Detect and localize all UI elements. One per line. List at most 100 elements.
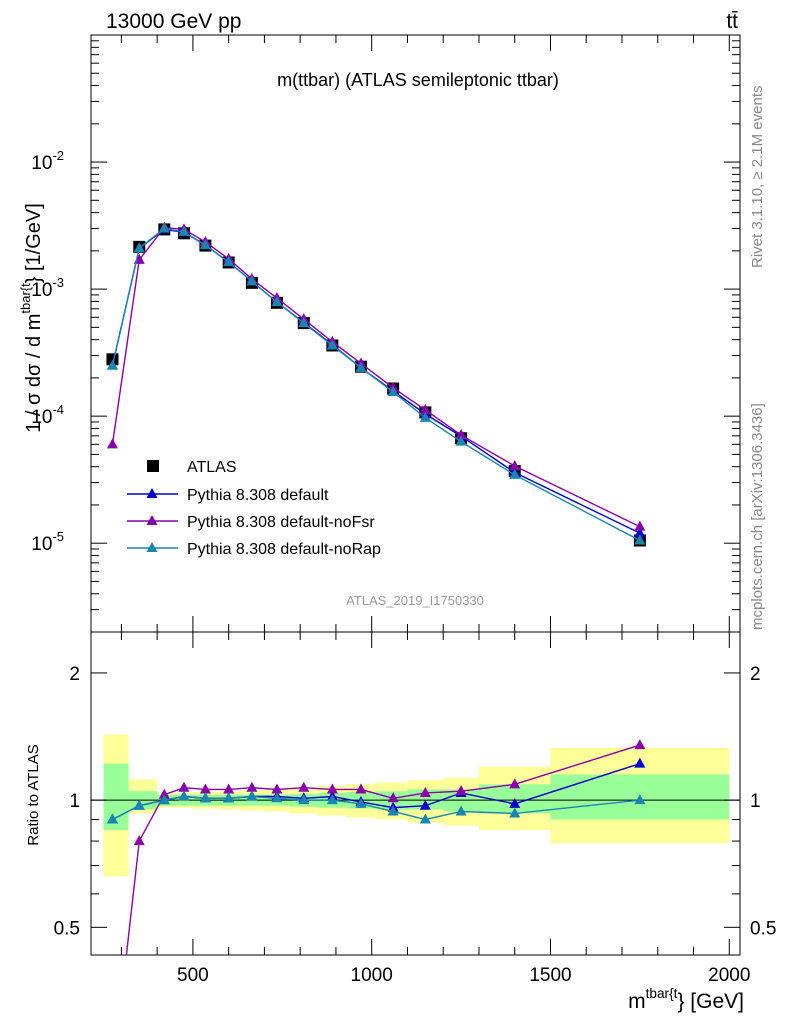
ratio-point-pythia-8-308-default-norap <box>223 792 235 803</box>
x-axis-label: mtbar{t} [GeV] <box>628 986 744 1013</box>
rivet-label: Rivet 3.1.10, ≥ 2.1M events <box>749 86 766 269</box>
series-line-pythia-8-308-default-nofsr <box>111 226 641 528</box>
ratio-point-pythia-8-308-default-norap <box>106 813 118 824</box>
data-point-pythia-8-308-default-norap <box>199 239 211 250</box>
ratio-y-tick-label-left: 2 <box>69 664 80 685</box>
data-point-pythia-8-308-default-norap <box>246 275 258 286</box>
ratio-point-pythia-8-308-default-nofsr <box>298 781 310 792</box>
ratio-x-tick-label: 1500 <box>529 965 571 986</box>
ratio-point-pythia-8-308-default-norap <box>271 792 283 803</box>
ratio-point-pythia-8-308-default-nofsr <box>455 785 467 796</box>
data-point-pythia-8-308-default-norap <box>509 468 521 479</box>
ratio-point-pythia-8-308-default-nofsr <box>271 783 283 794</box>
ratio-point-pythia-8-308-default <box>509 797 521 808</box>
main-panel: 10-5 10-4 10-3 10-2 m(ttbar) (ATLAS semilep… <box>18 34 741 633</box>
ratio-series-group <box>106 739 646 956</box>
ratio-point-pythia-8-308-default-nofsr <box>178 781 190 792</box>
ratio-y-tick-label-right: 1 <box>750 791 761 812</box>
ratio-point-pythia-8-308-default-nofsr <box>326 783 338 794</box>
data-point-pythia-8-308-default-nofsr <box>455 429 467 440</box>
ratio-point-pythia-8-308-default-nofsr <box>223 783 235 794</box>
ratio-ticks: 500 1000 1500 2000 0.5 0.5 1 1 2 2 <box>54 632 776 986</box>
ratio-point-pythia-8-308-default-norap <box>158 794 170 805</box>
ratio-point-pythia-8-308-default-norap <box>509 807 521 818</box>
main-y-tick-label: 10-3 <box>31 275 64 301</box>
main-y-ticks: 10-5 10-4 10-3 10-2 <box>31 34 740 633</box>
ratio-point-pythia-8-308-default-norap <box>455 805 467 816</box>
data-point-pythia-8-308-default-norap <box>271 296 283 307</box>
header-right: tt̄ <box>726 10 738 33</box>
ratio-frame <box>90 631 741 956</box>
legend-entry: Pythia 8.308 default <box>187 487 329 504</box>
ratio-y-tick-label-right: 0.5 <box>750 918 776 939</box>
ratio-point-pythia-8-308-default-nofsr <box>246 781 258 792</box>
ratio-line-pythia-8-308-default-norap <box>112 795 640 821</box>
data-point-pythia-8-308-default-norap <box>178 225 190 236</box>
data-point-pythia-8-308-default-norap <box>355 361 367 372</box>
chart-title: m(ttbar) (ATLAS semileptonic ttbar) <box>277 70 559 90</box>
ratio-point-pythia-8-308-default <box>634 757 646 768</box>
ratio-point-pythia-8-308-default-norap <box>178 790 190 801</box>
ratio-point-pythia-8-308-default-norap <box>133 799 145 810</box>
main-y-tick-label: 10-4 <box>31 402 64 428</box>
ratio-point-pythia-8-308-default-norap <box>326 794 338 805</box>
ratio-point-pythia-8-308-default-nofsr <box>509 778 521 789</box>
ratio-point-pythia-8-308-default-norap <box>387 805 399 816</box>
data-point-pythia-8-308-default-norap <box>634 534 646 545</box>
main-y-tick-label: 10-2 <box>31 148 64 174</box>
uncertainty-band-inner <box>103 763 129 830</box>
ratio-point-pythia-8-308-default-norap <box>419 813 431 824</box>
ratio-point-pythia-8-308-default-nofsr <box>133 835 145 846</box>
data-point-pythia-8-308-default-norap <box>326 339 338 350</box>
ratio-panel: 500 1000 1500 2000 0.5 0.5 1 1 2 2 Ratio to ATLAS… <box>25 631 776 1013</box>
ratio-x-tick-label: 1000 <box>351 965 393 986</box>
data-point-pythia-8-308-default-norap <box>387 385 399 396</box>
data-point-pythia-8-308-default-nofsr <box>419 403 431 414</box>
legend: ATLAS Pythia 8.308 default Pythia 8.308 de… <box>127 459 381 558</box>
data-point-pythia-8-308-default-norap <box>223 256 235 267</box>
ratio-point-pythia-8-308-default-nofsr <box>634 739 646 750</box>
data-point-pythia-8-308-default-nofsr <box>106 438 118 449</box>
ratio-point-pythia-8-308-default-nofsr <box>355 783 367 794</box>
ratio-line-pythia-8-308-default-nofsr <box>125 744 641 956</box>
ratio-point-pythia-8-308-default-nofsr <box>387 792 399 803</box>
main-y-axis-label: 1 / σ dσ / d mtbar{t} [1/GeV] <box>18 203 45 433</box>
data-point-pythia-8-308-default-norap <box>298 317 310 328</box>
ratio-y-tick-label-left: 0.5 <box>54 918 80 939</box>
ratio-point-pythia-8-308-default <box>419 799 431 810</box>
legend-marker-triangle <box>146 488 158 498</box>
data-point-pythia-8-308-default <box>634 527 646 538</box>
data-point-pythia-8-308-default-norap <box>419 411 431 422</box>
ratio-bands <box>103 734 730 877</box>
ratio-point-pythia-8-308-default-norap <box>298 794 310 805</box>
mcplots-label: mcplots.cern.ch [arXiv:1306.3436] <box>749 403 766 630</box>
legend-entry: Pythia 8.308 default-noFsr <box>187 514 375 531</box>
main-y-tick-label: 10-5 <box>31 529 64 555</box>
ratio-point-pythia-8-308-default-nofsr <box>199 783 211 794</box>
data-point-pythia-8-308-default-norap <box>106 359 118 370</box>
legend-entry: ATLAS <box>187 459 237 476</box>
main-series-group <box>106 221 646 547</box>
data-point-pythia-8-308-default-norap <box>158 222 170 233</box>
data-point-pythia-8-308-default-norap <box>455 435 467 446</box>
legend-marker-square <box>147 460 159 472</box>
ratio-x-tick-label: 500 <box>177 965 209 986</box>
data-point-pythia-8-308-default-norap <box>133 242 145 253</box>
ratio-point-pythia-8-308-default-norap <box>634 794 646 805</box>
ratio-y-tick-label-left: 1 <box>69 791 80 812</box>
data-point-pythia-8-308-default-nofsr <box>634 520 646 531</box>
legend-entry: Pythia 8.308 default-noRap <box>187 541 381 558</box>
header-left: 13000 GeV pp <box>106 10 241 33</box>
legend-marker-triangle <box>146 542 158 552</box>
data-point-atlas <box>106 353 119 366</box>
ratio-x-tick-label: 2000 <box>708 965 750 986</box>
ratio-point-pythia-8-308-default-nofsr <box>419 786 431 797</box>
ratio-y-axis-label: Ratio to ATLAS <box>25 744 42 845</box>
watermark: ATLAS_2019_I1750330 <box>346 593 484 608</box>
ratio-point-pythia-8-308-default-norap <box>355 797 367 808</box>
legend-marker-triangle <box>146 515 158 525</box>
series-line-pythia-8-308-default-norap <box>111 227 641 542</box>
data-point-pythia-8-308-default-nofsr <box>509 460 521 471</box>
ratio-point-pythia-8-308-default-norap <box>246 790 258 801</box>
